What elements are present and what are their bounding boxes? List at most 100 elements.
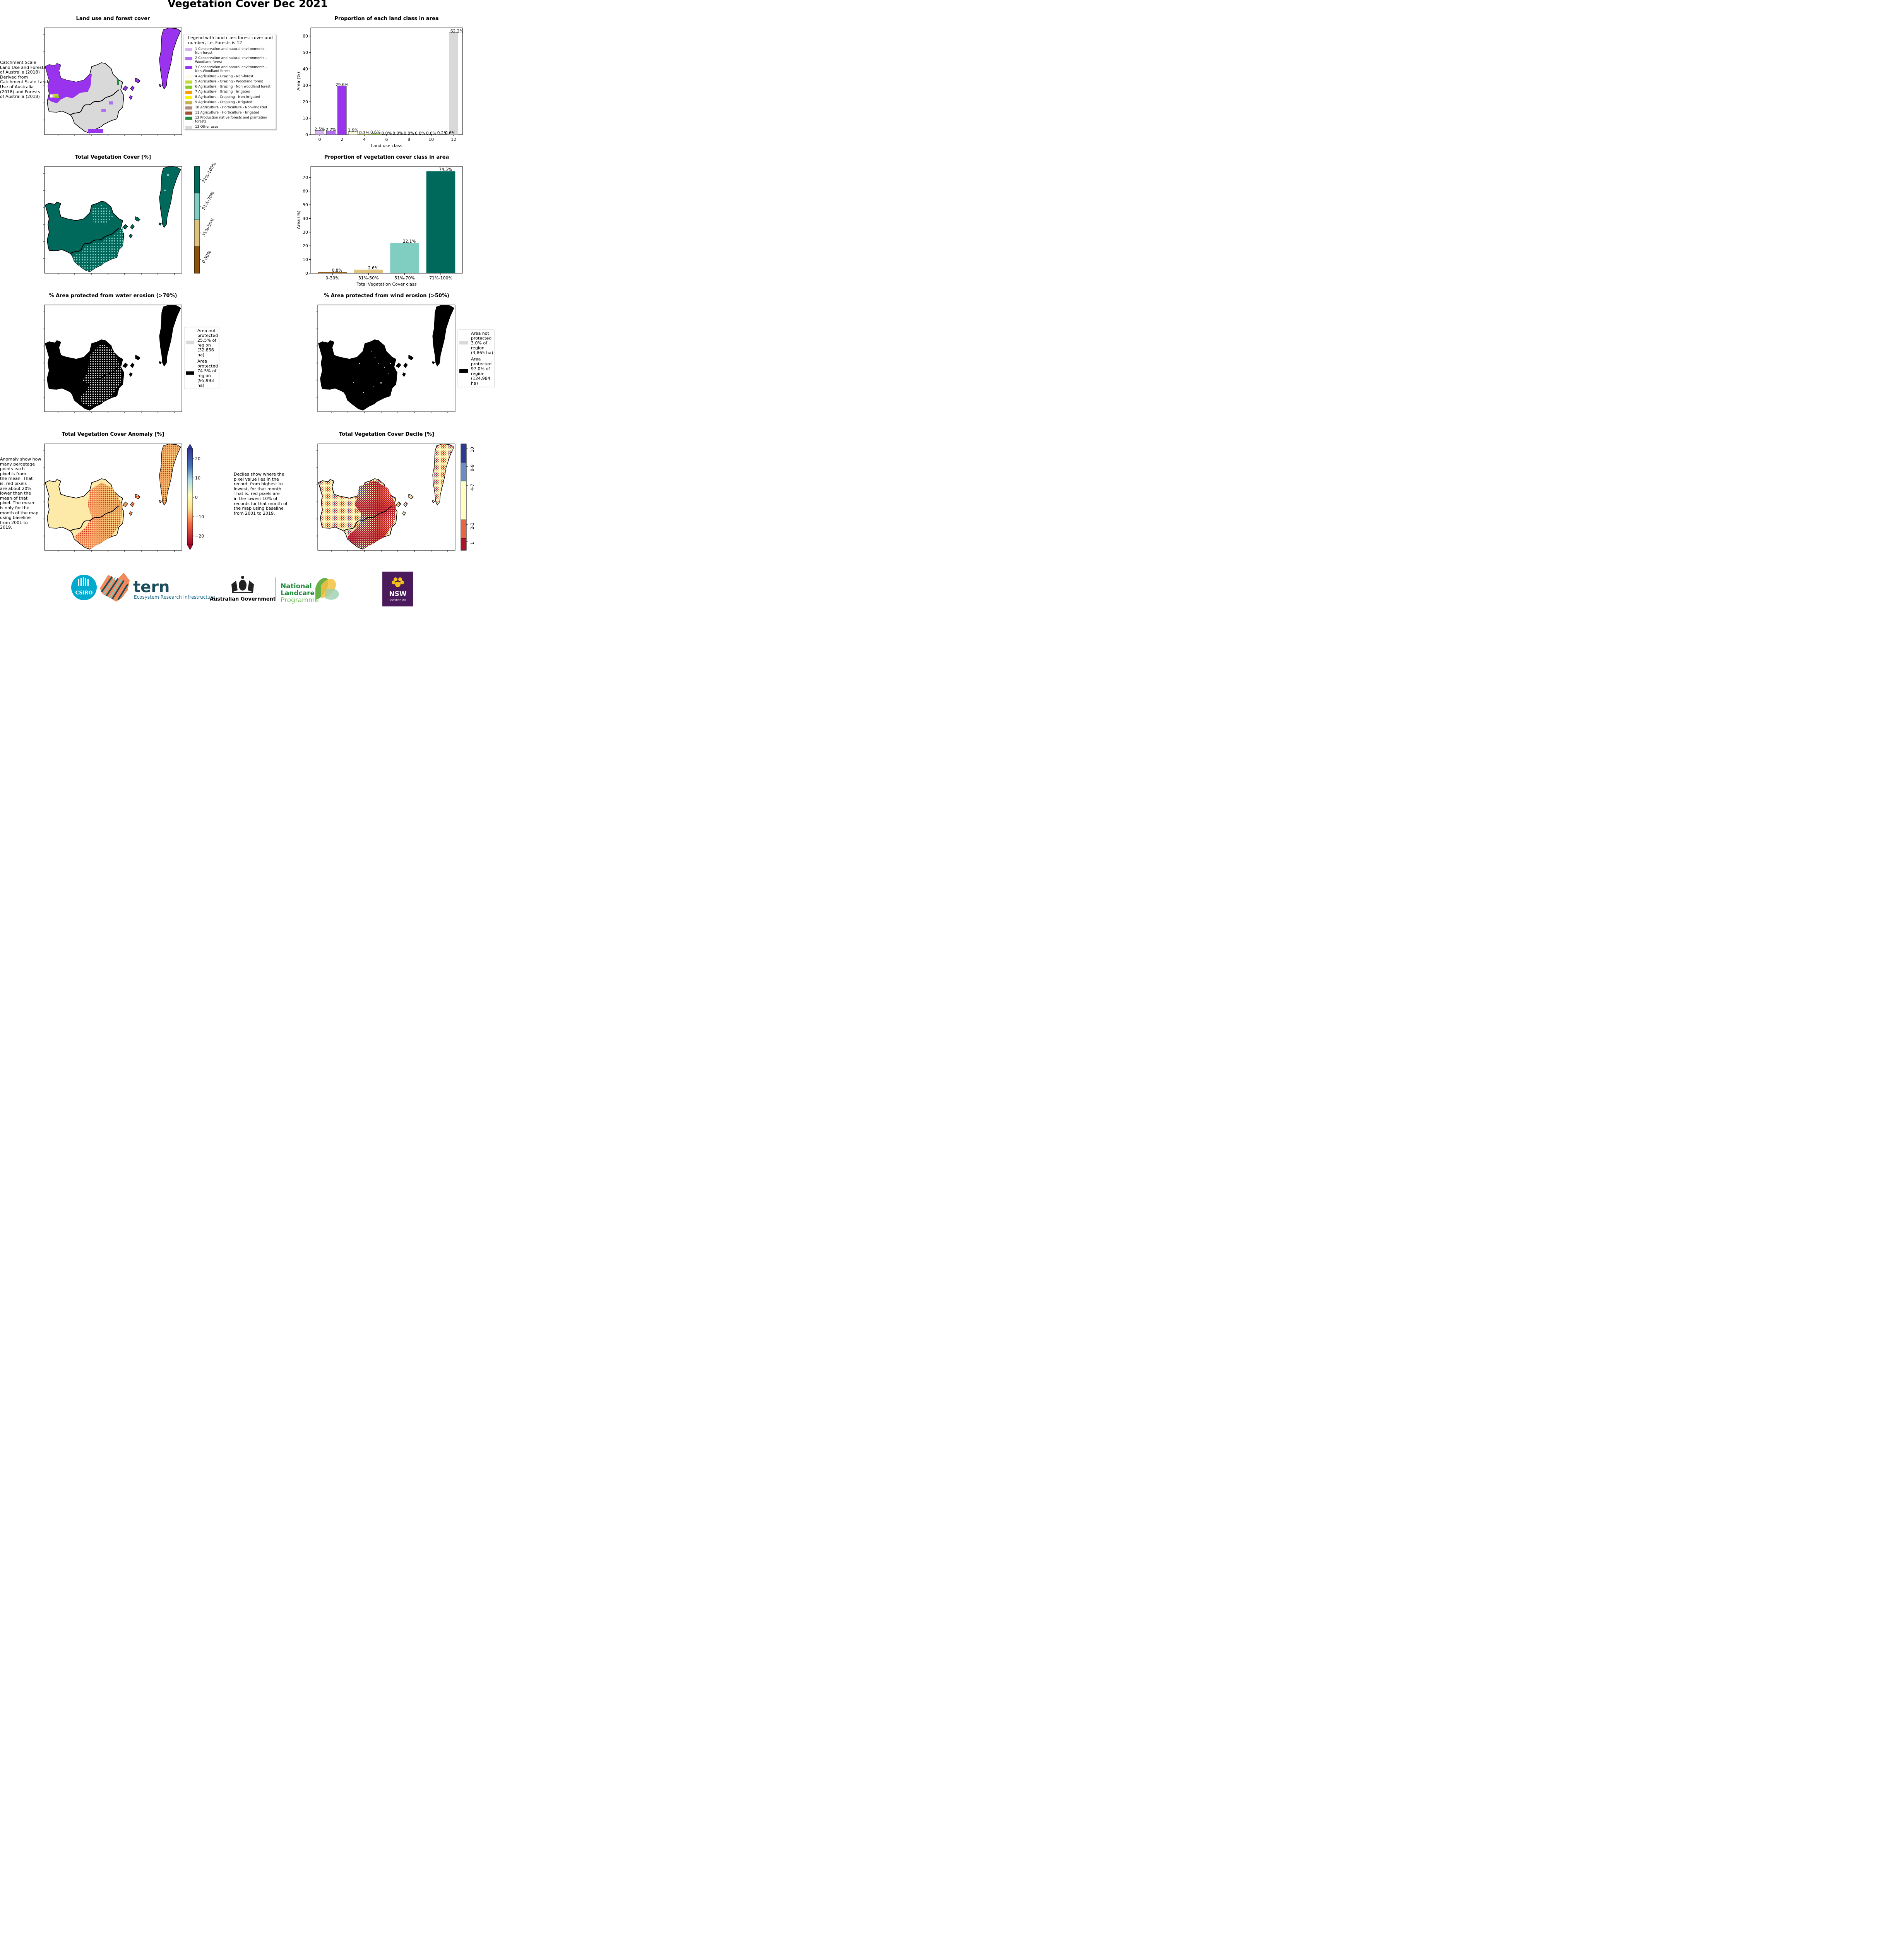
legend-label: protected [471,361,491,366]
bar-data-label: 0.0% [382,131,392,136]
legend-swatch [185,57,192,60]
landuse-legend-item: 11 Agriculture - Horticulture - Irrigate… [185,111,259,115]
bar-data-label: 74.5% [439,167,452,172]
page-title: Vegetation Cover Dec 2021 [167,0,328,10]
bar-data-label: 0.3% [359,131,370,135]
tvc-bar-panel: Proportion of vegetation cover class in … [296,154,463,287]
legend-label: (95,993 [197,378,214,383]
x-tick-label: 0-30% [325,276,339,281]
tern-subtitle: Ecosystem Research Infrastructure [134,594,215,600]
anomaly-map-panel: Total Vegetation Cover Anomaly [%] 20 10 0… [44,432,204,551]
csiro-wordmark: CSIRO [75,590,92,596]
legend-swatch [459,341,468,345]
bar [426,171,455,273]
bar-data-label: 2.5% [315,127,325,132]
x-tick-label: 0 [318,137,321,142]
landuse-side-note: Catchment Scale Land Use and Forests of … [0,60,48,99]
legend-swatch [185,48,192,51]
landuse-bar-panel: Proportion of each land class in area 0 1… [296,16,463,148]
legend-label: Area not [471,331,490,336]
x-axis-label: Land use class [371,143,402,148]
x-tick-label: 10 [428,137,434,142]
landuse-legend-item: 12 Production native forests and plantat… [185,116,267,124]
bar [371,134,380,135]
colorbar-label: 2-3 [470,522,475,529]
legend-label: 11 Agriculture - Horticulture - Irrigate… [195,111,259,115]
y-axis-label: Area (%) [296,72,301,91]
logo-tern-graphic [100,573,130,602]
colorbar-label: 10 [195,476,200,481]
landuse-legend-item: 10 Agriculture - Horticulture - Non-irri… [185,106,267,110]
legend-label: 25.5% of [197,338,217,343]
logo-tern: tern Ecosystem Research Infrastructure [133,578,215,600]
landuse-legend-item: 3 Conservation and natural environments … [185,65,267,73]
x-tick-label: 71%-100% [429,276,452,281]
legend-label: 97.0% of [471,366,490,372]
decile-colorbar: 10 8-9 4-7 2-3 1 [461,444,475,551]
legend-swatch [185,86,192,89]
legend-label: Non-Woodland forest [195,69,230,73]
logo-australian-government: Australian Government [210,576,276,602]
bar-data-label: 0.0% [404,131,414,136]
aus-gov-wordmark: Australian Government [210,596,276,602]
colorbar-label: 10 [470,447,475,452]
legend-swatch [185,96,192,99]
nlp-line-3: Programme [281,596,319,604]
landuse-legend-item: 7 Agriculture - Grazing - Irrigated [185,90,250,94]
y-tick-label: 20 [303,99,308,104]
bar [438,134,447,135]
x-tick-label: 6 [385,137,388,142]
legend-label: ha) [197,353,204,358]
bar-data-label: 2.6% [368,266,378,271]
legend-label: region [197,343,211,348]
legend-label: Area not [197,328,216,333]
legend-label: 12 Production native forests and plantat… [195,116,267,120]
legend-swatch [185,106,192,110]
landuse-bar-title: Proportion of each land class in area [334,16,438,22]
x-tick-label: 12 [451,137,456,142]
colorbar-label: 4-7 [470,484,475,491]
colorbar-label: 20 [195,456,200,461]
x-tick-label: 2 [341,137,343,142]
colorbar-label: −20 [195,534,204,539]
legend-label: region [471,346,485,351]
tvc-map-panel: Total Vegetation Cover [%] 71%-100% 51%-7… [44,154,217,274]
bar-data-label: 0.6% [370,130,381,135]
legend-label: Woodland forest [195,60,223,64]
bar [318,272,347,273]
colorbar-label: 1 [470,542,475,545]
legend-label: ha) [197,383,204,388]
legend-label: 6 Agriculture - Grazing - Non-woodland f… [195,85,271,89]
y-tick-label: 40 [303,67,308,72]
y-tick-label: 30 [303,230,308,235]
legend-label: (32,856 [197,348,214,353]
landuse-legend-item: 5 Agriculture - Grazing - Woodland fores… [185,80,263,84]
anomaly-side-note: Anomaly show how many percetage points e… [0,457,41,530]
bar-data-label: 22.1% [403,239,416,244]
x-axis-label: Total Vegetation Cover class [356,282,416,287]
bar-data-label: 2.2% [326,128,336,132]
bar [348,131,358,135]
wind-map-panel: % Area protected from wind erosion (>50%… [317,293,495,412]
landuse-legend-item: 2 Conservation and natural environments … [185,57,267,64]
legend-label: ha) [471,381,478,386]
legend-label: protected [197,364,218,369]
bar-data-label: 0.0% [426,131,437,136]
landuse-legend-title-line1: Legend with land class forest cover and [188,35,273,40]
bar-data-label: 1.9% [348,128,358,133]
wind-map-title: % Area protected from wind erosion (>50%… [324,293,449,299]
legend-label: (124,984 [471,376,490,381]
colorbar-label: 0 [195,495,198,500]
landuse-map-panel: Land use and forest cover [44,16,182,135]
colorbar-label: 71%-100% [201,161,217,184]
y-tick-label: 0 [305,271,308,276]
colorbar-label: 31%-50% [201,217,216,237]
bar-data-label: 0.8% [332,268,342,273]
legend-label: Non-forest [195,51,213,55]
bar-data-label: 29.6% [336,82,348,87]
y-tick-label: 50 [303,50,308,55]
legend-label: protected [197,333,218,338]
legend-label: 1 Conservation and natural environments … [195,47,267,51]
bar-data-label: 62.2% [450,29,463,34]
